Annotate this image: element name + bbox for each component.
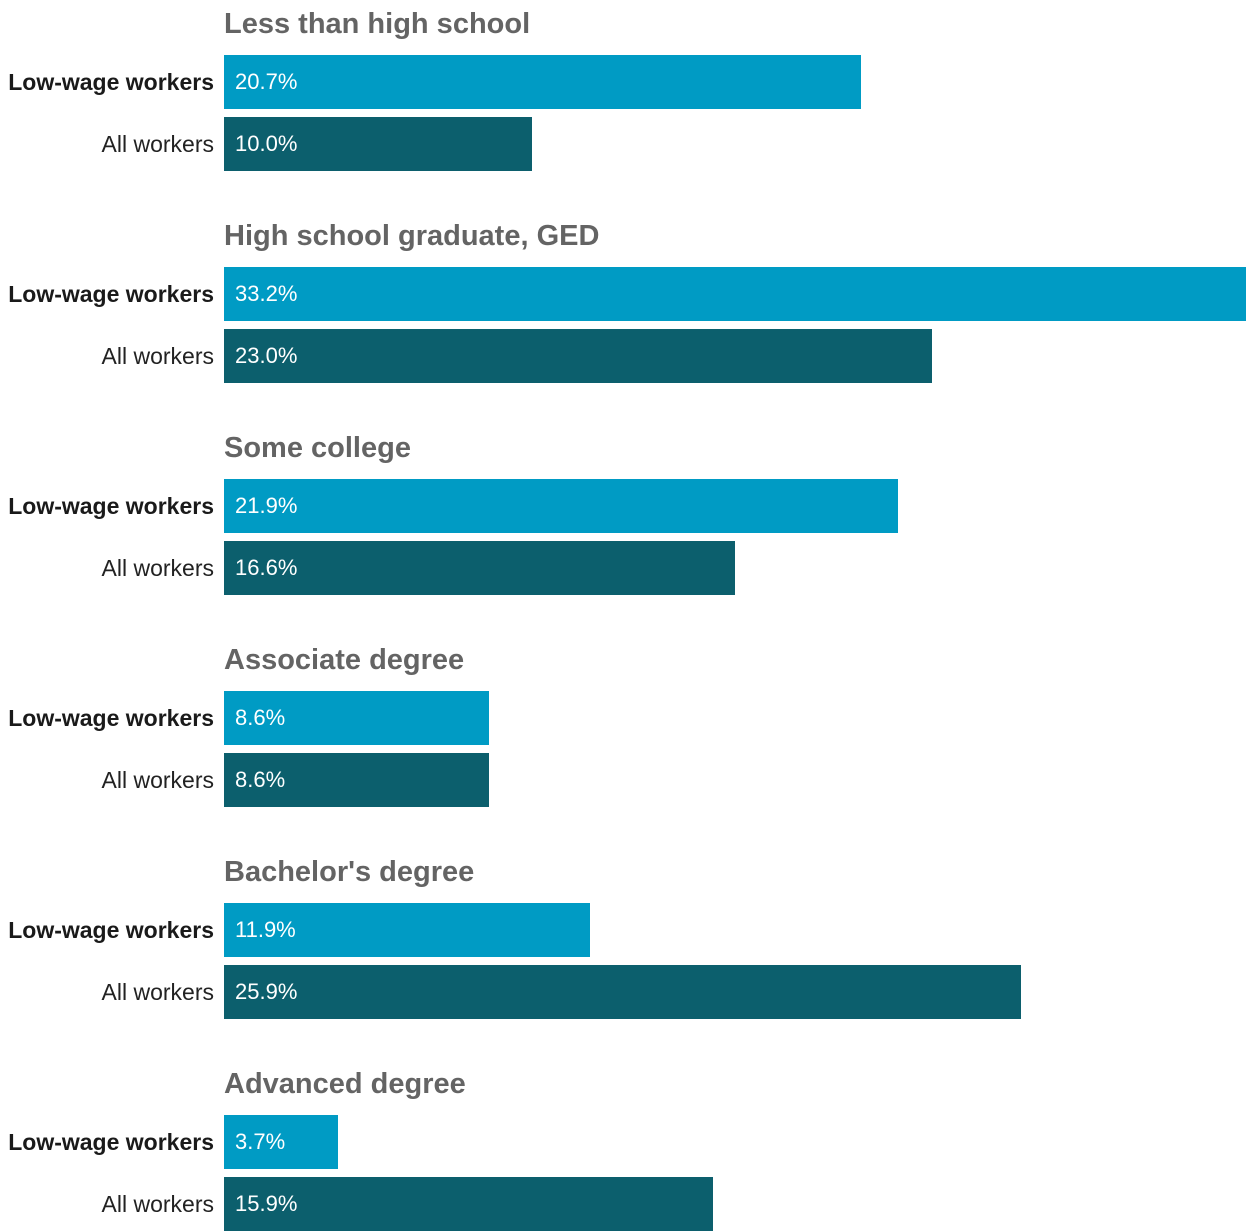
bar-value-label: 11.9%: [235, 917, 296, 942]
series-label-low-wage-workers: Low-wage workers: [8, 705, 214, 731]
series-label-low-wage-workers: Low-wage workers: [8, 281, 214, 307]
bar-value-label: 33.2%: [235, 281, 298, 306]
series-label-low-wage-workers: Low-wage workers: [8, 1129, 214, 1155]
bar-low-wage-workers-bachelor-s-degree: 11.9%: [224, 903, 590, 957]
series-label-all-workers: All workers: [101, 343, 214, 369]
bar-all-workers-bachelor-s-degree: 25.9%: [224, 965, 1021, 1019]
bar-value-label: 10.0%: [235, 131, 298, 156]
group-title-associate-degree: Associate degree: [224, 644, 465, 676]
bar-value-label: 8.6%: [235, 767, 286, 792]
bar-value-label: 15.9%: [235, 1191, 298, 1216]
group-title-bachelor-s-degree: Bachelor's degree: [224, 856, 475, 888]
bar-value-label: 20.7%: [235, 69, 298, 94]
bar-all-workers-some-college: 16.6%: [224, 541, 735, 595]
series-label-low-wage-workers: Low-wage workers: [8, 917, 214, 943]
bar-low-wage-workers-associate-degree: 8.6%: [224, 691, 489, 745]
group-title-advanced-degree: Advanced degree: [224, 1068, 466, 1100]
bar-value-label: 3.7%: [235, 1129, 286, 1154]
series-label-all-workers: All workers: [101, 131, 214, 157]
bar-all-workers-high-school-graduate-ged: 23.0%: [224, 329, 932, 383]
bar-low-wage-workers-high-school-graduate-ged: 33.2%: [224, 267, 1246, 321]
bar-low-wage-workers-some-college: 21.9%: [224, 479, 898, 533]
group-title-less-than-high-school: Less than high school: [224, 8, 531, 40]
series-label-all-workers: All workers: [101, 979, 214, 1005]
bar-value-label: 25.9%: [235, 979, 298, 1004]
bar-all-workers-less-than-high-school: 10.0%: [224, 117, 532, 171]
group-title-high-school-graduate-ged: High school graduate, GED: [224, 220, 600, 252]
series-label-all-workers: All workers: [101, 767, 214, 793]
group-title-some-college: Some college: [224, 432, 411, 464]
series-label-low-wage-workers: Low-wage workers: [8, 69, 214, 95]
bar-low-wage-workers-advanced-degree: 3.7%: [224, 1115, 338, 1169]
bar-value-label: 8.6%: [235, 705, 286, 730]
bar-value-label: 21.9%: [235, 493, 298, 518]
bar-all-workers-associate-degree: 8.6%: [224, 753, 489, 807]
bar-value-label: 16.6%: [235, 555, 298, 580]
series-label-all-workers: All workers: [101, 1191, 214, 1217]
bar-value-label: 23.0%: [235, 343, 298, 368]
bar-all-workers-advanced-degree: 15.9%: [224, 1177, 713, 1231]
series-label-low-wage-workers: Low-wage workers: [8, 493, 214, 519]
bar-low-wage-workers-less-than-high-school: 20.7%: [224, 55, 861, 109]
series-label-all-workers: All workers: [101, 555, 214, 581]
